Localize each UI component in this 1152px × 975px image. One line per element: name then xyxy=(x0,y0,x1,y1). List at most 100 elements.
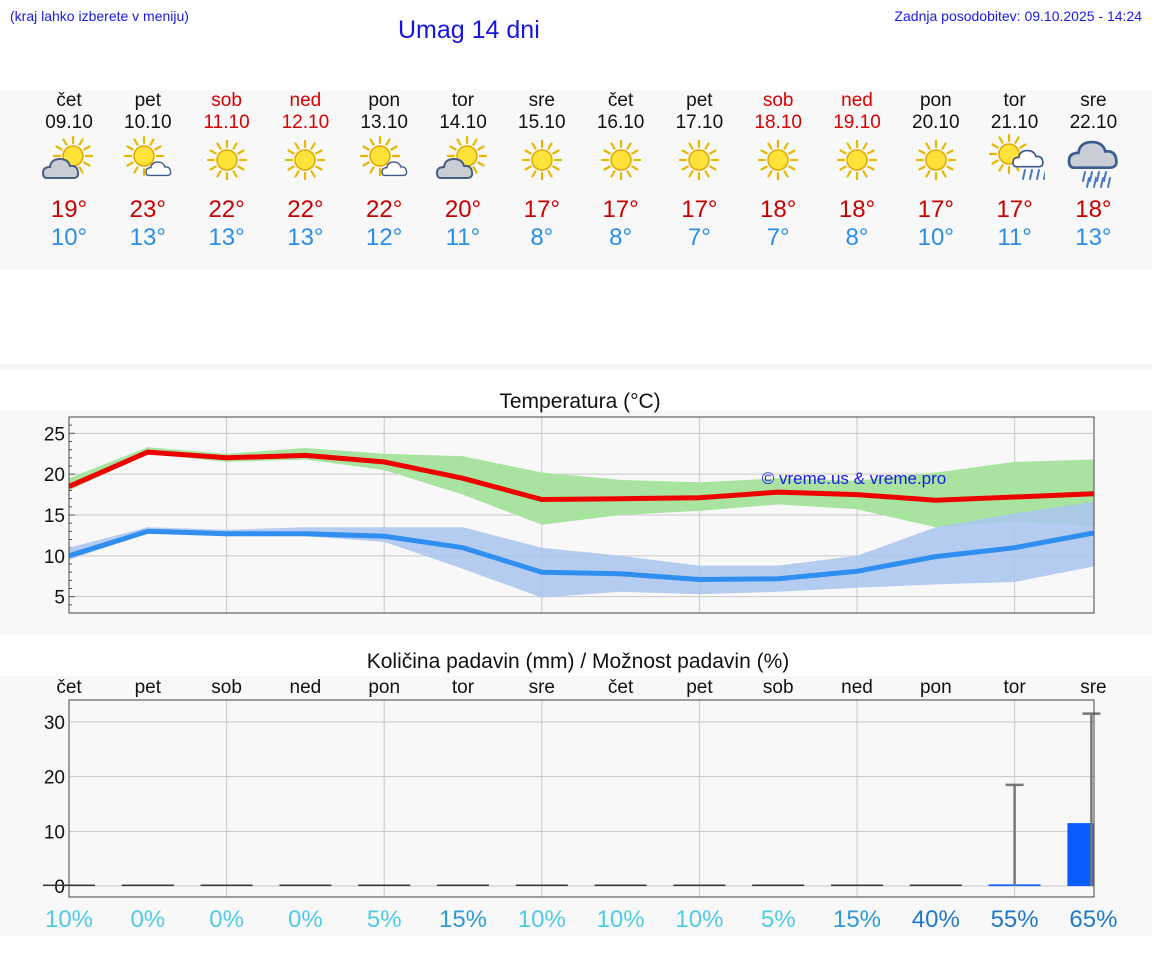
min-temperature: 7° xyxy=(766,224,790,251)
max-temperature: 17° xyxy=(996,196,1033,223)
precipitation-bar xyxy=(515,884,568,887)
day-name: tor xyxy=(1003,90,1026,111)
day-date: 17.10 xyxy=(675,112,724,133)
day-column: pet 10.10 23° 13° xyxy=(108,90,188,252)
max-temperature: 17° xyxy=(681,196,718,223)
sun-small-cloud-icon xyxy=(360,135,408,177)
last-updated: Zadnja posodobitev: 09.10.2025 - 14:24 xyxy=(894,8,1142,24)
precipitation-probability: 15% xyxy=(439,906,487,933)
y-tick-label: 5 xyxy=(54,588,65,609)
day-date: 14.10 xyxy=(439,112,487,133)
precipitation-bar xyxy=(831,884,883,887)
sun-cloud-rain-icon xyxy=(988,134,1045,180)
sun-icon xyxy=(600,139,641,181)
day-name: čet xyxy=(607,90,634,111)
day-name: pon xyxy=(919,90,952,111)
precipitation-bar xyxy=(358,884,411,887)
day-name: pet xyxy=(686,90,713,111)
max-temperature-range-band xyxy=(69,447,1094,528)
x-day-label: sre xyxy=(1080,677,1106,698)
precipitation-probability: 0% xyxy=(209,906,244,933)
page-title: Umag 14 dni xyxy=(398,16,540,44)
day-date: 16.10 xyxy=(596,112,645,133)
cloud-rain-icon xyxy=(1068,140,1119,188)
day-date: 11.10 xyxy=(203,112,250,133)
precipitation-probability: 5% xyxy=(761,906,796,933)
day-name: sob xyxy=(762,90,794,111)
x-day-label: sob xyxy=(211,677,242,698)
max-temperature: 18° xyxy=(760,196,797,223)
min-temperature: 8° xyxy=(530,224,554,251)
day-column: čet 09.10 19° 10° xyxy=(29,90,109,252)
max-temperature: 17° xyxy=(602,196,639,223)
precipitation-bar xyxy=(673,884,726,887)
temperature-chart-title: Temperatura (°C) xyxy=(499,390,660,413)
sun-icon xyxy=(521,139,562,181)
plot-frame xyxy=(68,416,1095,614)
min-temperature: 13° xyxy=(208,224,245,251)
precipitation-probability: 0% xyxy=(288,906,323,933)
y-tick-label: 10 xyxy=(44,822,65,843)
precipitation-bar xyxy=(437,884,489,887)
precipitation-chart-title: Količina padavin (mm) / Možnost padavin … xyxy=(367,650,790,673)
y-tick-label: 20 xyxy=(44,768,65,789)
max-temperature: 22° xyxy=(287,196,324,223)
day-column: tor 21.10 17° 11° xyxy=(975,90,1055,252)
max-temperature: 22° xyxy=(208,196,245,223)
plot-background xyxy=(69,700,1094,897)
min-temperature: 11° xyxy=(445,224,481,251)
sun-icon xyxy=(285,139,326,181)
min-temperature: 8° xyxy=(609,224,633,251)
x-day-label: pet xyxy=(135,677,162,698)
min-temperature: 11° xyxy=(997,224,1032,251)
max-temperature: 19° xyxy=(50,196,88,223)
day-date: 13.10 xyxy=(360,112,408,133)
max-temperature-line xyxy=(68,449,1094,503)
x-day-label: ned xyxy=(290,677,322,698)
day-date: 21.10 xyxy=(990,112,1039,133)
day-column: ned 12.10 22° 13° xyxy=(265,90,345,252)
min-temperature: 12° xyxy=(366,224,403,251)
day-column: sre 15.10 17° 8° xyxy=(502,90,582,252)
location-menu-hint: (kraj lahko izberete v meniju) xyxy=(10,8,189,24)
min-temperature: 13° xyxy=(129,224,166,251)
min-temperature: 7° xyxy=(687,224,711,251)
x-day-label: ned xyxy=(841,677,873,698)
day-date: 19.10 xyxy=(833,112,881,133)
y-tick-label: 30 xyxy=(44,713,65,734)
day-date: 09.10 xyxy=(45,112,93,133)
day-name: ned xyxy=(841,90,873,111)
day-column: sre 22.10 18° 13° xyxy=(1053,90,1133,252)
max-temperature: 18° xyxy=(838,196,876,223)
x-day-label: pon xyxy=(920,677,952,698)
max-temperature: 20° xyxy=(444,196,482,223)
section-divider xyxy=(0,364,1152,370)
precipitation-bar xyxy=(279,884,332,887)
day-date: 18.10 xyxy=(754,112,802,133)
day-column: pon 13.10 22° 12° xyxy=(344,90,424,252)
sun-behind-cloud-icon xyxy=(41,135,94,179)
precipitation-chart: Količina padavin (mm) / Možnost padavin … xyxy=(43,650,1117,933)
precipitation-bar xyxy=(1067,823,1094,887)
x-day-label: tor xyxy=(452,677,475,698)
y-tick-label: 20 xyxy=(44,465,65,486)
min-temperature: 8° xyxy=(845,224,869,251)
precipitation-bar xyxy=(752,884,805,887)
day-column: sob 11.10 22° 13° xyxy=(187,90,267,252)
x-day-label: čet xyxy=(56,677,82,698)
sun-icon xyxy=(915,139,956,181)
precipitation-bar xyxy=(909,884,962,887)
x-day-label: tor xyxy=(1004,677,1027,698)
x-day-label: pet xyxy=(686,677,713,698)
precipitation-probability: 40% xyxy=(912,906,960,933)
sun-icon xyxy=(836,139,878,181)
precipitation-bar xyxy=(121,884,174,887)
y-tick-label: 15 xyxy=(44,506,65,527)
precipitation-probability: 65% xyxy=(1069,906,1117,933)
day-column: tor 14.10 20° 11° xyxy=(423,90,503,252)
temperature-chart: Temperatura (°C) 5 10 15 20 25 © vreme.us & … xyxy=(44,390,1095,614)
min-temperature: 10° xyxy=(917,224,954,251)
temperature-plot-area: 5 10 15 20 25 xyxy=(44,416,1095,614)
day-name: sob xyxy=(211,90,242,111)
day-date: 22.10 xyxy=(1069,112,1118,133)
